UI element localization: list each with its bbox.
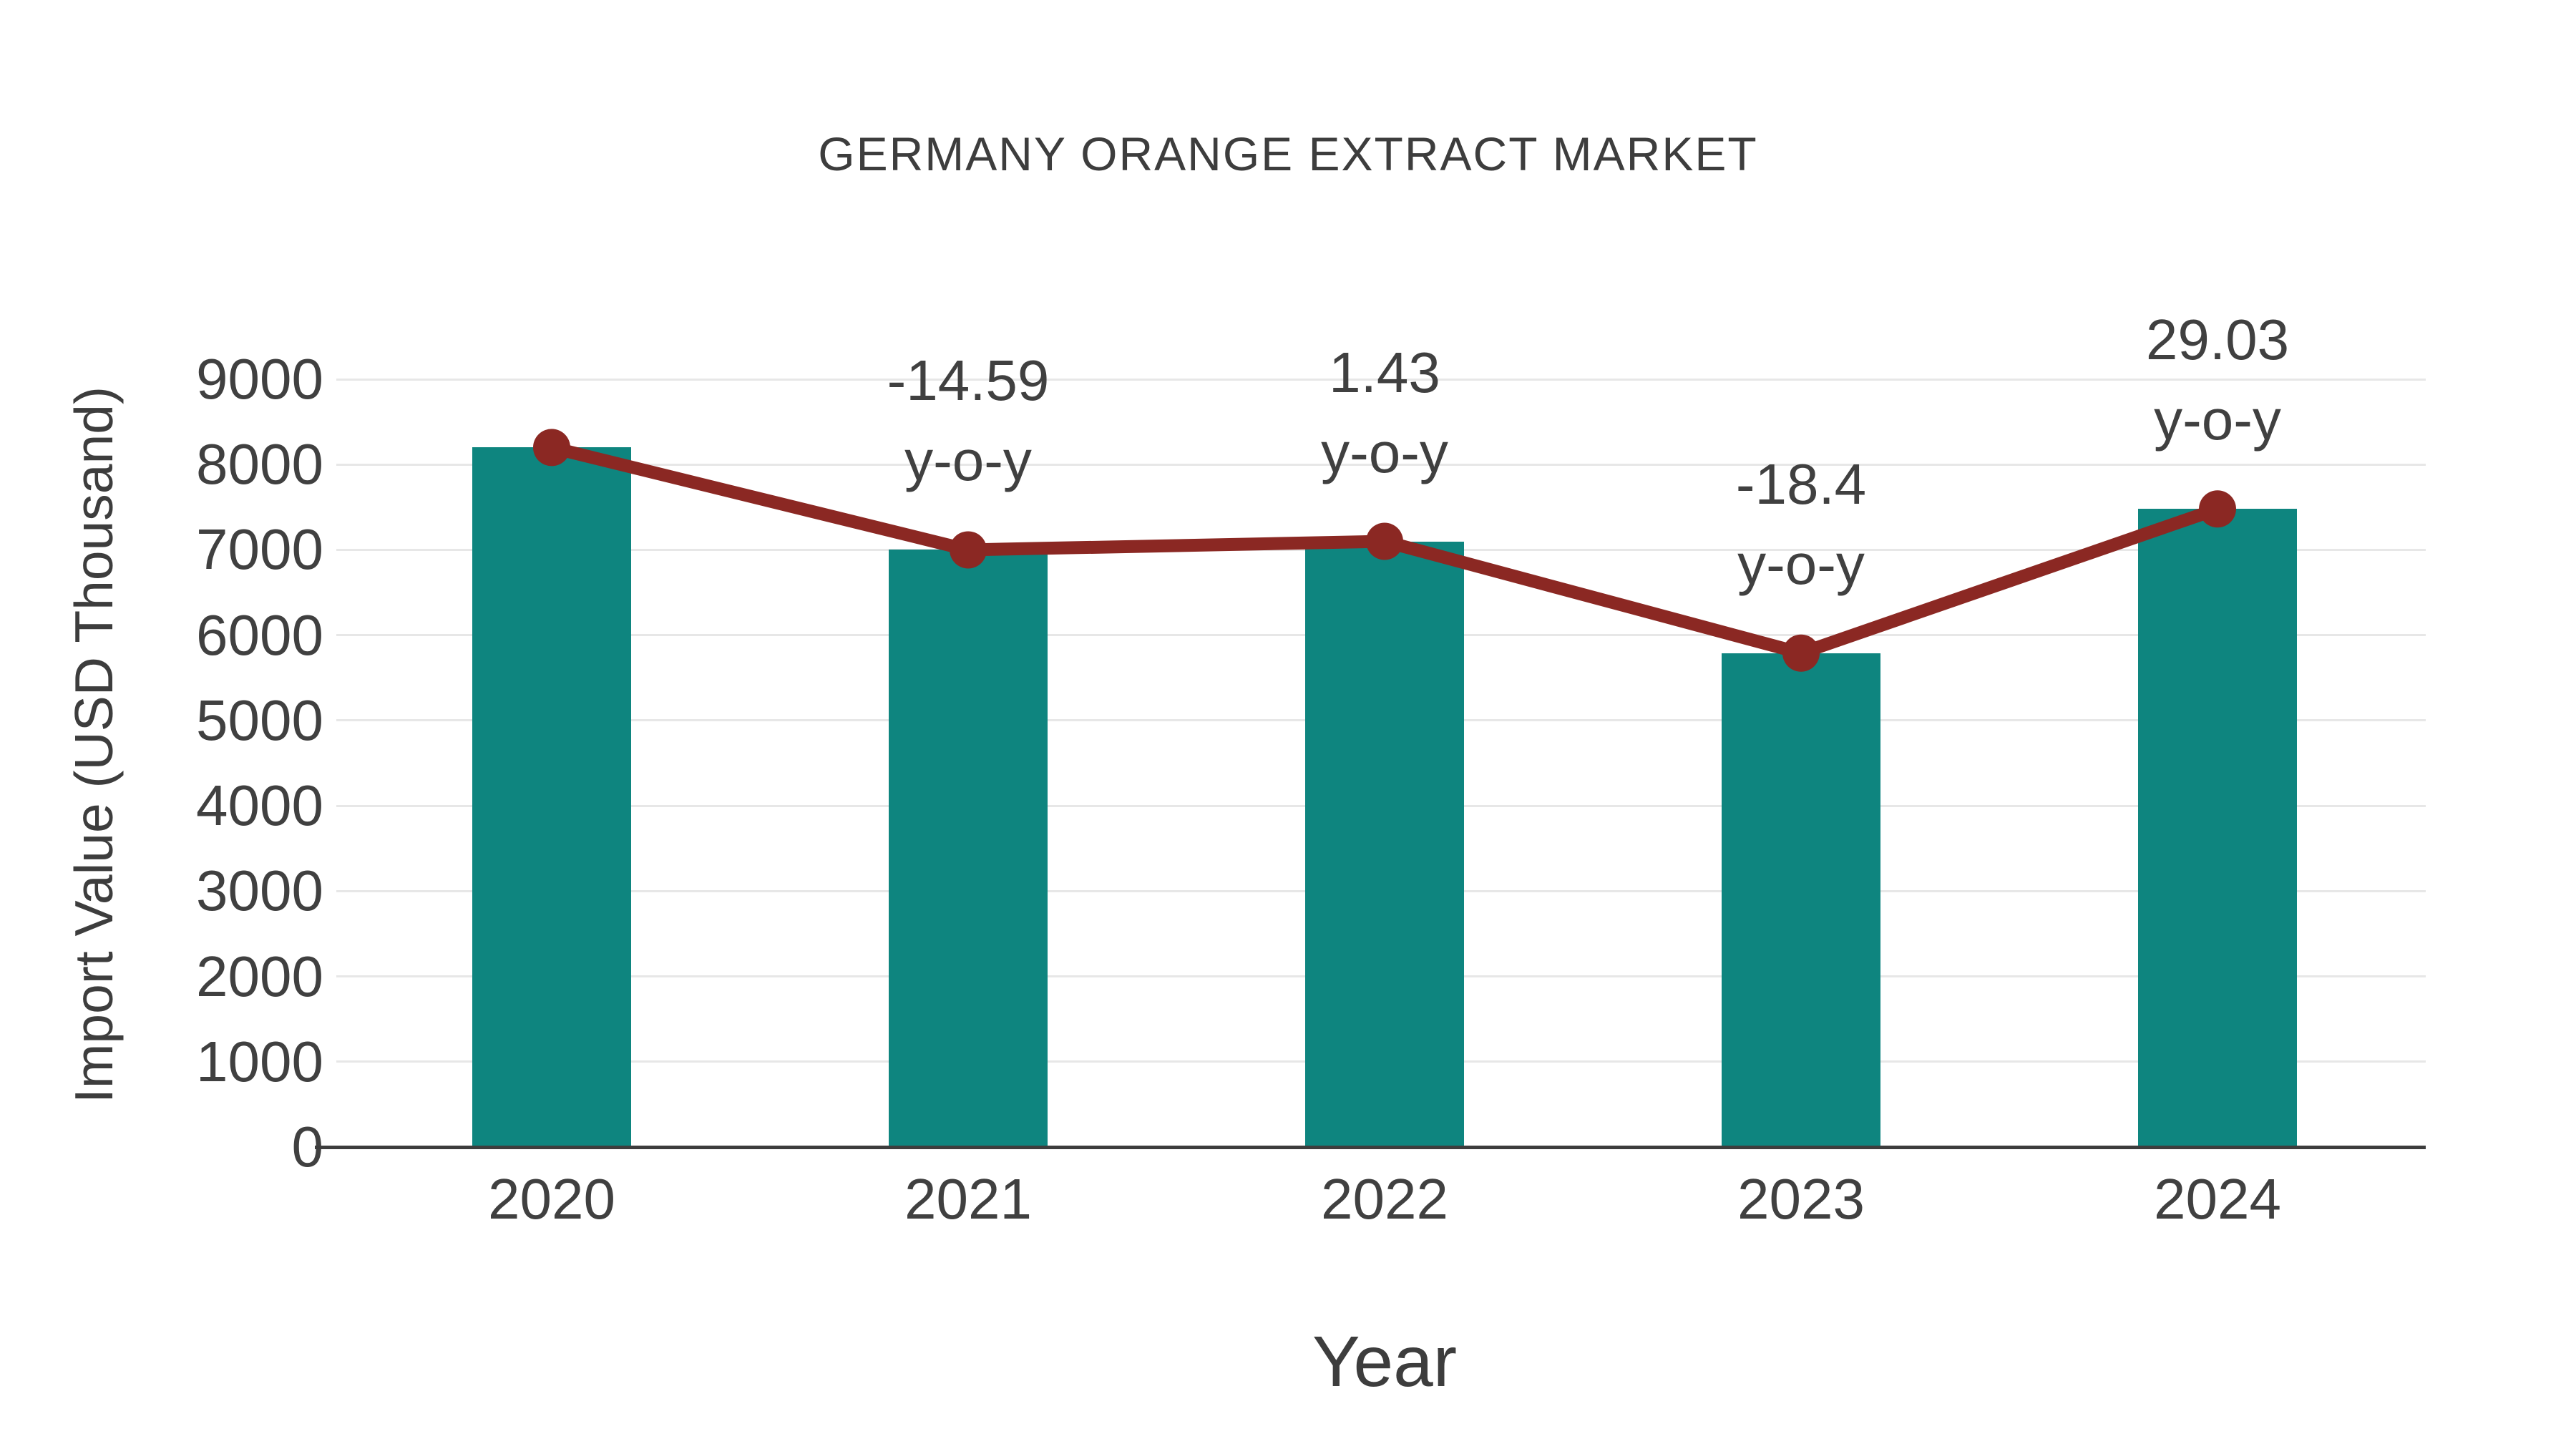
annotation-2024: 29.03 y-o-y [1967,300,2468,460]
bar-2022 [1305,541,1464,1147]
x-tick-label-2023: 2023 [1737,1167,1865,1231]
annotation-suffix: y-o-y [1321,420,1448,484]
y-tick-label-1000: 1000 [196,1029,323,1093]
y-tick-label-2000: 2000 [196,944,323,1008]
data-point-2023 [1782,634,1820,672]
y-tick-label-3000: 3000 [196,859,323,923]
annotation-suffix: y-o-y [2154,388,2281,452]
y-tick-label-8000: 8000 [196,432,323,497]
y-tick-label-4000: 4000 [196,774,323,838]
y-tick-label-6000: 6000 [196,602,323,667]
gridline-8000 [336,463,2426,466]
annotation-suffix: y-o-y [1737,532,1865,596]
y-tick-label-9000: 9000 [196,347,323,411]
annotation-suffix: y-o-y [904,429,1032,493]
annotation-value: 1.43 [1329,340,1440,404]
annotation-value: 29.03 [2145,308,2290,372]
y-tick-label-5000: 5000 [196,688,323,752]
data-point-2022 [1366,522,1403,560]
data-point-2020 [533,429,570,467]
gridline-9000 [336,378,2426,381]
data-point-2024 [2199,490,2236,528]
x-tick-label-2021: 2021 [904,1167,1032,1231]
data-point-2021 [950,531,987,569]
x-tick-label-2020: 2020 [488,1167,615,1231]
x-axis-line [315,1146,2426,1149]
x-tick-label-2024: 2024 [2154,1167,2281,1231]
annotation-value: -18.4 [1735,452,1867,516]
bar-2023 [1722,653,1880,1147]
annotation-2023: -18.4 y-o-y [1551,444,2051,605]
annotation-value: -14.59 [887,348,1050,413]
x-tick-label-2022: 2022 [1321,1167,1448,1231]
annotation-2022: 1.43 y-o-y [1134,333,1635,493]
bar-2020 [472,447,631,1147]
bar-2021 [889,550,1048,1147]
annotation-2021: -14.59 y-o-y [718,341,1219,501]
chart-title: GERMANY ORANGE EXTRACT MARKET [818,127,1758,180]
y-tick-label-7000: 7000 [196,517,323,582]
x-axis-title: Year [1312,1322,1458,1402]
bar-2024 [2138,509,2297,1147]
